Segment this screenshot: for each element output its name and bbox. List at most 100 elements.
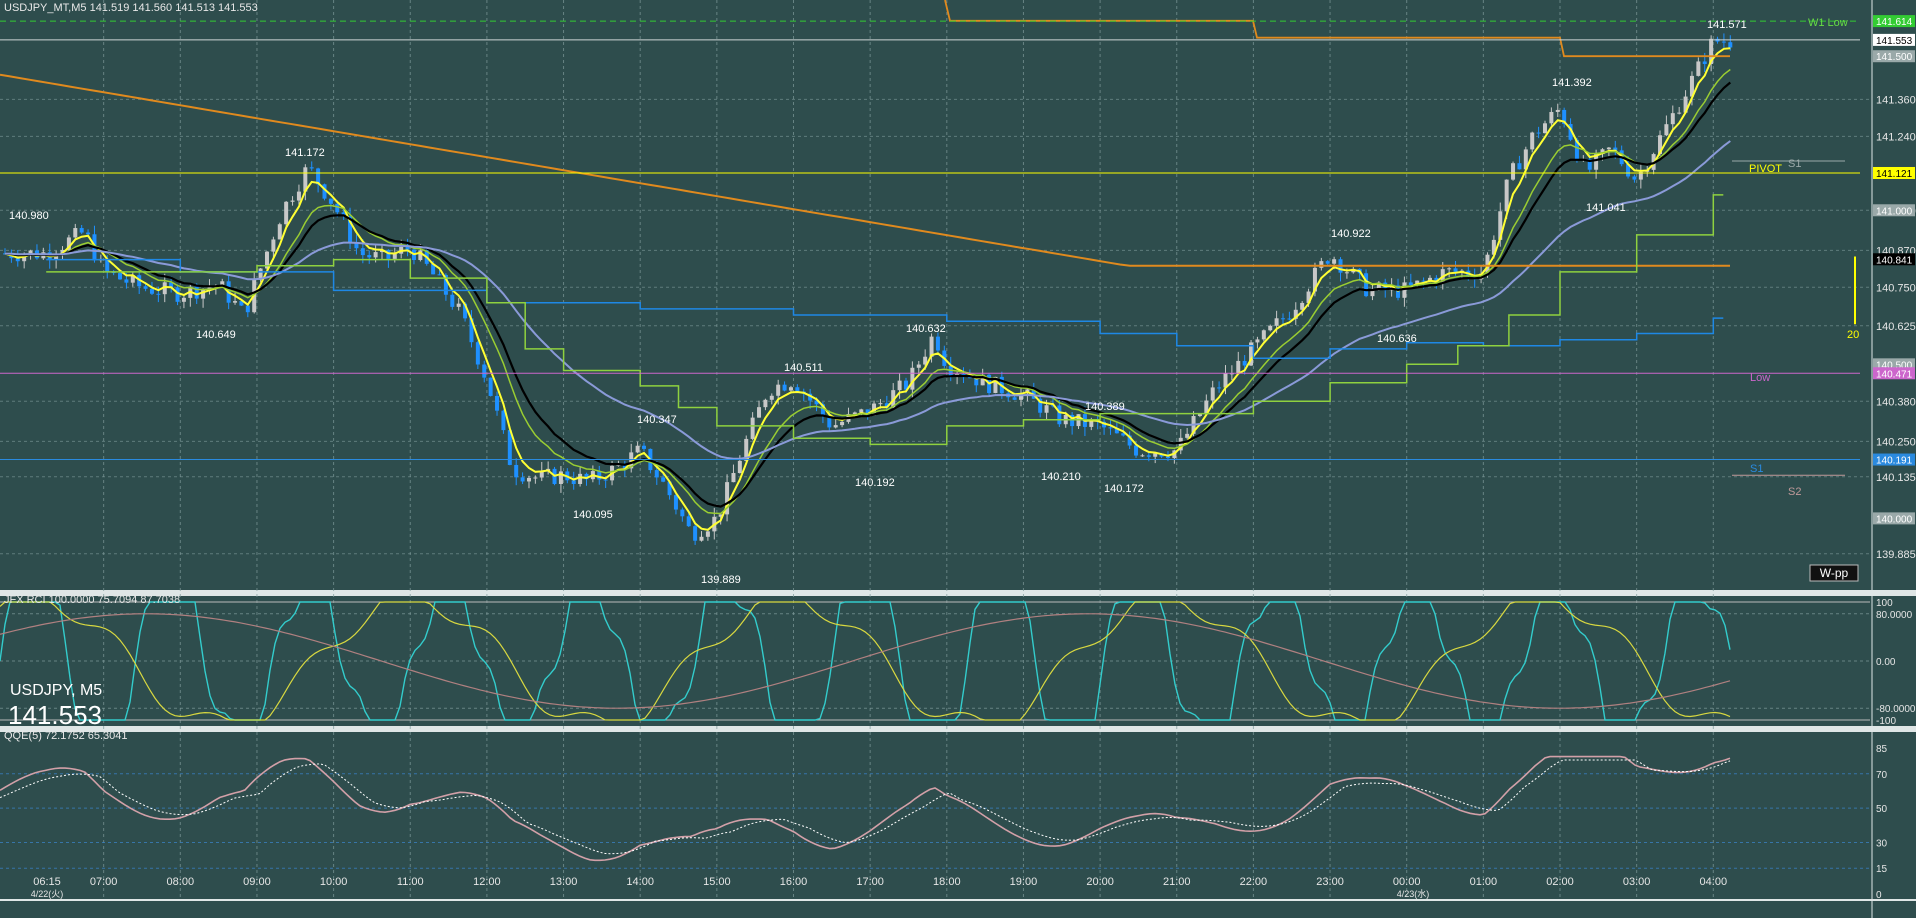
candle-body [15, 258, 20, 262]
time-axis-label: 12:00 [473, 876, 501, 888]
price-tag-bg [1873, 204, 1915, 217]
candle-body [1332, 259, 1337, 264]
time-axis-label: 04:00 [1700, 876, 1728, 888]
candle-body [1421, 280, 1426, 282]
rci-axis-label: 100 [1876, 598, 1893, 609]
candle-body [833, 425, 838, 428]
candle-body [156, 293, 161, 295]
pivot-label: PIVOT [1749, 163, 1782, 175]
time-axis-label: 22:00 [1240, 876, 1268, 888]
candle-body [1038, 398, 1043, 413]
price-tag-bg [1873, 166, 1915, 179]
candle-body [629, 452, 634, 469]
candle-body [309, 167, 314, 169]
rci-axis-label: -80.0000 [1876, 704, 1916, 715]
candle-body [456, 303, 461, 307]
price-annotation: 140.980 [9, 210, 49, 222]
candle-body [1523, 149, 1528, 170]
candle-body [1197, 413, 1202, 417]
candle-body [220, 281, 225, 286]
candle-body [1319, 261, 1324, 268]
candle-body [194, 286, 199, 299]
candle-body [1587, 159, 1592, 170]
candle-body [1504, 179, 1509, 212]
candle-body [130, 275, 135, 283]
candle-body [852, 412, 857, 415]
candle-body [1485, 254, 1490, 274]
candle-body [884, 403, 889, 408]
candle-body [1274, 318, 1279, 326]
rci-short-line [0, 601, 1731, 721]
s1-upper-label: S1 [1788, 158, 1801, 170]
candle-body [1165, 456, 1170, 459]
candle-body [699, 536, 704, 541]
qqe-axis-label: 0 [1876, 890, 1882, 901]
candle-body [392, 253, 397, 259]
candle-body [667, 481, 672, 496]
candle-body [763, 399, 768, 408]
price-axis-label: 140.135 [1876, 472, 1916, 484]
candle-body [328, 198, 333, 204]
candle-body [891, 390, 896, 408]
candle-body [584, 473, 589, 480]
candle-body [1217, 387, 1222, 389]
price-annotation: 140.095 [573, 509, 613, 521]
candle-body [386, 249, 391, 259]
candle-body [571, 480, 576, 484]
candle-body [207, 287, 212, 290]
candle-body [1728, 42, 1733, 48]
price-annotation: 141.571 [1707, 19, 1747, 31]
candle-body [1255, 339, 1260, 343]
candle-body [1364, 273, 1369, 297]
candle-body [795, 387, 800, 392]
candle-body [1568, 124, 1573, 140]
candle-body [258, 268, 263, 280]
candle-body [79, 228, 84, 233]
candle-body [974, 377, 979, 386]
time-axis-label: 14:00 [626, 876, 654, 888]
candle-body [380, 249, 385, 253]
candle-body [558, 471, 563, 484]
candle-body [622, 464, 627, 469]
candle-body [239, 301, 244, 306]
candle-body [1677, 112, 1682, 114]
candle-body [1517, 163, 1522, 170]
ma-black-line [4, 81, 1732, 508]
candle-body [897, 380, 902, 391]
price-tag-bg [1873, 50, 1915, 63]
candle-body [143, 286, 148, 289]
candle-body [1594, 154, 1599, 170]
candle-body [181, 297, 186, 302]
price-annotation: 139.889 [701, 574, 741, 586]
price-annotation: 140.922 [1331, 228, 1371, 240]
candle-body [814, 400, 819, 405]
candle-body [1376, 282, 1381, 289]
price-axis-label: 141.240 [1876, 131, 1916, 143]
candle-body [360, 248, 365, 256]
candle-body [1102, 421, 1107, 428]
rci-axis-label: -100 [1876, 716, 1896, 727]
price-annotation: 140.389 [1085, 401, 1125, 413]
candle-body [501, 410, 506, 431]
candle-body [463, 303, 468, 319]
candle-body [1127, 435, 1132, 446]
price-tag: 141.553 [1876, 36, 1913, 47]
candle-body [354, 242, 359, 249]
candle-body [66, 237, 71, 250]
candle-body [744, 438, 749, 461]
symbol-price: 141.553 [8, 700, 102, 730]
candle-body [654, 470, 659, 478]
candle-body [475, 342, 480, 365]
price-tag: 140.471 [1876, 369, 1913, 380]
candle-body [1689, 75, 1694, 97]
time-axis-label: 07:00 [90, 876, 118, 888]
candle-body [1293, 309, 1298, 319]
candle-body [1511, 163, 1516, 180]
time-axis-label: 16:00 [780, 876, 808, 888]
candle-body [1050, 405, 1055, 407]
candle-body [1114, 427, 1119, 434]
rci-axis-label: 80.0000 [1876, 610, 1913, 621]
candle-body [1606, 147, 1611, 150]
candle-body [808, 393, 813, 401]
